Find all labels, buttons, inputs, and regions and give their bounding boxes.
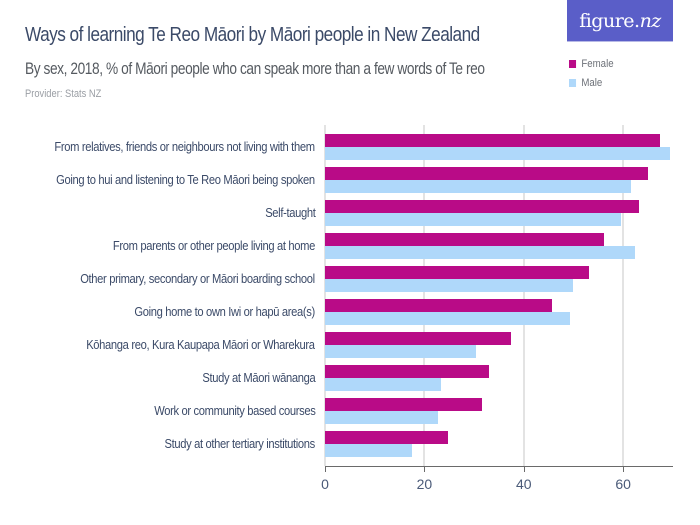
bar-male [325, 444, 413, 457]
axis-tick-label: 40 [516, 476, 532, 492]
bar-female [325, 266, 590, 279]
bar-male [325, 378, 441, 391]
logo-text: figure.nz [579, 10, 661, 32]
bar-female [325, 200, 640, 213]
bar-female [325, 167, 648, 180]
category-label: Study at other tertiary institutions [164, 436, 316, 451]
axis-tick-label: 20 [416, 476, 433, 492]
category-label: Going to hui and listening to Te Reo Māo… [56, 172, 315, 187]
male-swatch-icon [569, 78, 577, 87]
bar-male [325, 147, 671, 160]
axis-tick [623, 466, 625, 472]
category-label: Going home to own Iwi or hapū area(s) [134, 304, 315, 319]
category-label: Other primary, secondary or Māori boardi… [80, 271, 315, 286]
category-label: Self-taught [264, 205, 316, 220]
bar-female [325, 398, 482, 411]
chart-title: Ways of learning Te Reo Māori by Māori p… [25, 24, 480, 46]
category-label: Study at Māori wānanga [201, 370, 315, 385]
legend-label-male: Male [581, 76, 603, 89]
female-swatch-icon [569, 59, 577, 68]
bar-male [325, 312, 571, 325]
x-axis-line [325, 466, 673, 467]
category-label: From relatives, friends or neighbours no… [54, 139, 316, 154]
gridline [522, 125, 525, 466]
chart-subtitle: By sex, 2018, % of Māori people who can … [25, 60, 485, 78]
bar-female [325, 134, 660, 147]
bar-female [325, 332, 511, 345]
bar-male [325, 213, 621, 226]
category-label: Work or community based courses [153, 403, 316, 418]
axis-tick [523, 466, 525, 472]
logo-main: figure. [579, 9, 640, 32]
bar-female [325, 299, 553, 312]
logo-accent: nz [639, 9, 662, 32]
category-label: Kōhanga reo, Kura Kaupapa Māori or Whare… [86, 337, 316, 352]
category-label: From parents or other people living at h… [112, 238, 315, 253]
bar-female [325, 431, 448, 444]
bar-male [325, 246, 635, 259]
axis-tick [325, 466, 326, 472]
legend-item-female: Female [569, 54, 614, 73]
bar-male [325, 279, 573, 292]
legend: Female Male [569, 54, 620, 92]
axis-tick-label: 60 [615, 476, 631, 492]
axis-tick-label: 0 [321, 476, 329, 492]
bar-female [325, 233, 604, 246]
legend-label-female: Female [581, 57, 614, 70]
bar-male [325, 180, 632, 193]
figure-nz-logo[interactable]: figure.nz [567, 0, 673, 42]
axis-tick [424, 466, 426, 472]
gridline [622, 125, 625, 466]
gridline-zero [324, 125, 326, 466]
gridline [423, 125, 426, 466]
bar-female [325, 365, 489, 378]
provider-text: Provider: Stats NZ [25, 88, 102, 100]
legend-item-male: Male [569, 73, 614, 92]
bar-male [325, 345, 477, 358]
bar-male [325, 411, 439, 424]
